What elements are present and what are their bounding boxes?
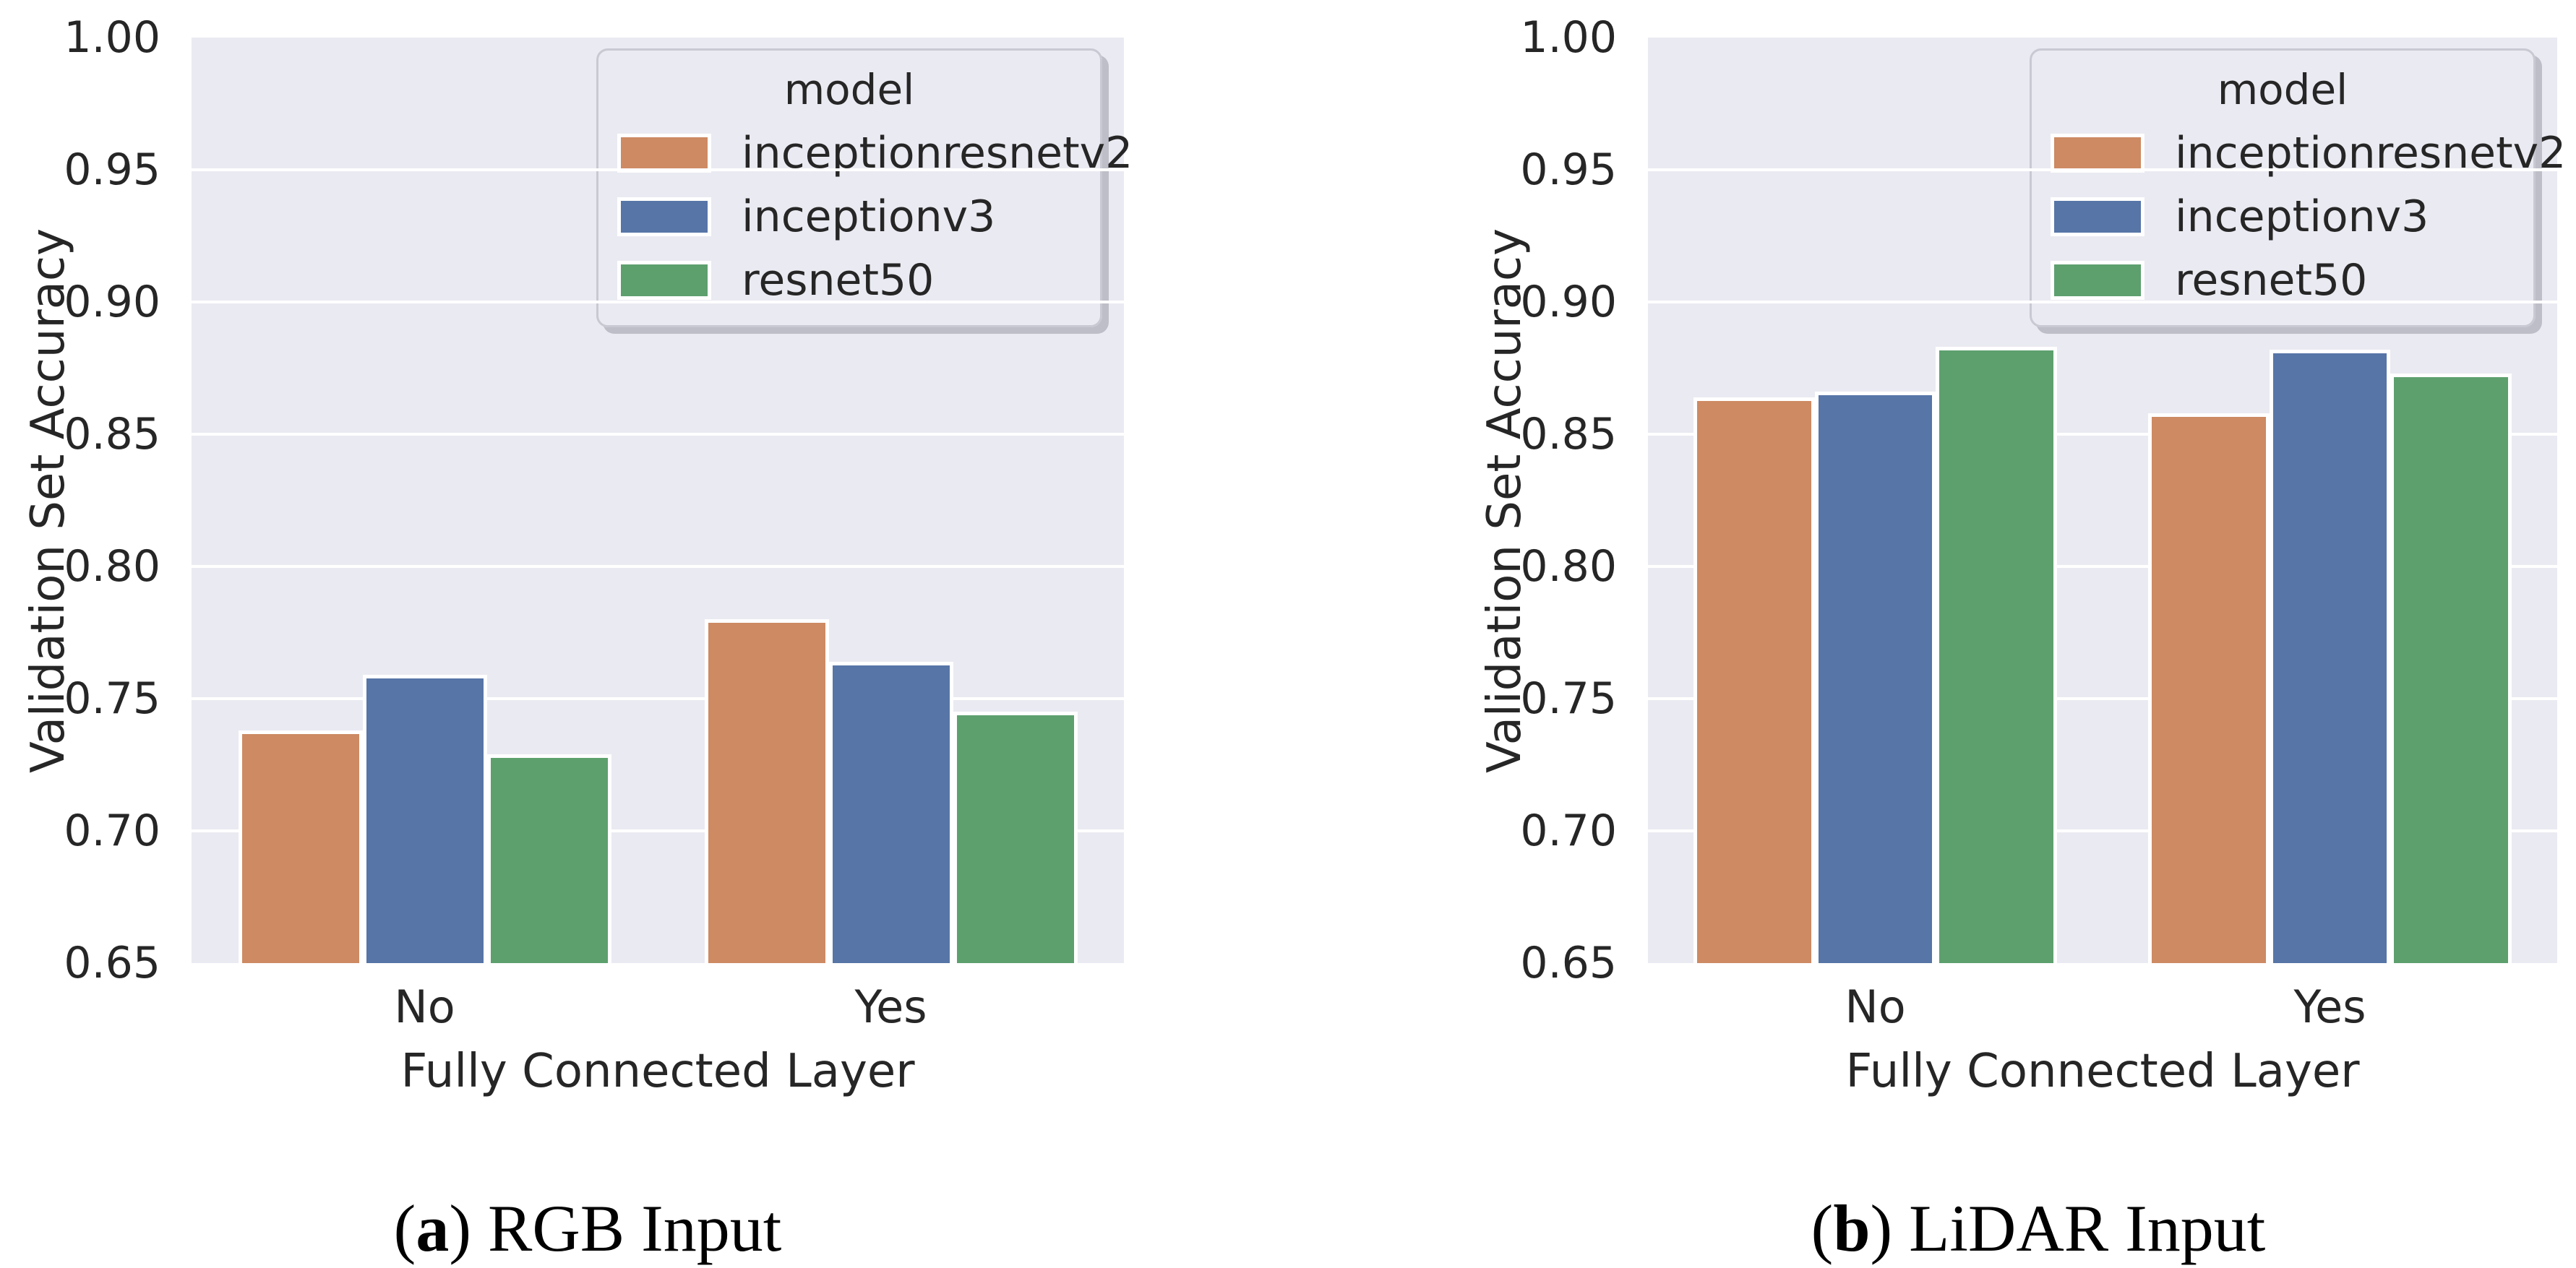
legend-model: model inceptionresnetv2 inceptionv3 resnet… — [2030, 48, 2566, 327]
legend-entries: inceptionresnetv2 inceptionv3 resnet50 — [2032, 121, 2566, 312]
gridline-y-0.85 — [1648, 433, 2557, 436]
y-tick-label-0.80: 0.80 — [1520, 541, 1617, 592]
legend-label-inceptionv3: inceptionv3 — [742, 191, 996, 242]
legend-entries: inceptionresnetv2 inceptionv3 resnet50 — [598, 121, 1133, 312]
bar-resnet50-no — [486, 754, 611, 963]
legend-entry-inceptionresnetv2: inceptionresnetv2 — [598, 121, 1133, 185]
gridline-y-0.70 — [1648, 829, 2557, 832]
legend-title: model — [2217, 65, 2348, 114]
y-tick-label-0.90: 0.90 — [64, 277, 160, 327]
y-tick-label-0.75: 0.75 — [1520, 673, 1617, 724]
legend-swatch-inceptionv3 — [617, 197, 711, 236]
x-axis-label: Fully Connected Layer — [400, 1045, 915, 1098]
legend-swatch-resnet50 — [617, 261, 711, 300]
y-tick-label-0.65: 0.65 — [1520, 938, 1617, 988]
gridline-y-0.95 — [192, 168, 1124, 171]
bar-chart-rgb-plot-area: Validation Set Accuracy Fully Connected … — [22, 16, 1133, 1095]
x-tick-label-yes: Yes — [854, 980, 927, 1033]
y-tick-label-0.85: 0.85 — [64, 409, 160, 460]
bar-resnet50-no — [1936, 347, 2058, 963]
legend-label-inceptionresnetv2: inceptionresnetv2 — [2175, 128, 2567, 178]
caption-paren-open: ( — [1811, 1191, 1834, 1265]
bar-inceptionresnetv2-yes — [704, 619, 829, 963]
legend-title: model — [783, 65, 915, 114]
legend-swatch-resnet50 — [2051, 261, 2144, 300]
bar-inceptionv3-yes — [2269, 349, 2391, 963]
caption-letter: a — [416, 1191, 450, 1265]
gridline-y-0.90 — [192, 301, 1124, 303]
x-tick-label-no: No — [1845, 980, 1906, 1033]
bar-inceptionresnetv2-yes — [2147, 413, 2270, 963]
legend-entry-inceptionv3: inceptionv3 — [2032, 185, 2533, 249]
gridline-y-0.80 — [1648, 565, 2557, 568]
legend-entry-inceptionresnetv2: inceptionresnetv2 — [2032, 121, 2566, 185]
gridline-y-0.95 — [1648, 168, 2557, 171]
y-tick-label-0.80: 0.80 — [64, 541, 160, 592]
caption-paren-close: ) — [449, 1191, 471, 1265]
legend-swatch-inceptionv3 — [2051, 197, 2144, 236]
legend-label-resnet50: resnet50 — [742, 255, 935, 306]
gridline-y-0.75 — [192, 697, 1124, 700]
caption-paren-close: ) — [1870, 1191, 1893, 1265]
legend-label-resnet50: resnet50 — [2175, 255, 2368, 306]
legend-label-inceptionv3: inceptionv3 — [2175, 191, 2429, 242]
gridline-y-0.85 — [192, 433, 1124, 436]
bar-chart-lidar-plot-area: Validation Set Accuracy Fully Connected … — [1478, 16, 2566, 1095]
y-tick-label-0.70: 0.70 — [64, 806, 160, 856]
y-tick-label-0.95: 0.95 — [1520, 145, 1617, 195]
y-tick-label-1.00: 1.00 — [64, 12, 160, 63]
legend-entry-resnet50: resnet50 — [598, 249, 1100, 312]
caption-letter: b — [1833, 1191, 1871, 1265]
bar-inceptionv3-no — [1814, 392, 1936, 963]
x-tick-label-no: No — [394, 980, 455, 1033]
bar-inceptionv3-yes — [828, 661, 953, 963]
y-tick-label-0.85: 0.85 — [1520, 409, 1617, 460]
gridline-y-0.75 — [1648, 697, 2557, 700]
subfigure-caption-a: (a) RGB Input — [394, 1189, 782, 1268]
legend-entry-resnet50: resnet50 — [2032, 249, 2533, 312]
y-tick-label-1.00: 1.00 — [1520, 12, 1617, 63]
caption-paren-open: ( — [393, 1191, 416, 1265]
caption-text: RGB Input — [471, 1191, 782, 1265]
caption-text: LiDAR Input — [1892, 1191, 2266, 1265]
bar-inceptionresnetv2-no — [1693, 397, 1815, 963]
y-tick-label-0.70: 0.70 — [1520, 806, 1617, 856]
legend-model: model inceptionresnetv2 inceptionv3 resnet… — [596, 48, 1133, 327]
subfigure-caption-b: (b) LiDAR Input — [1811, 1189, 2266, 1268]
legend-label-inceptionresnetv2: inceptionresnetv2 — [742, 128, 1133, 178]
legend-swatch-inceptionresnetv2 — [2051, 134, 2144, 173]
legend-entry-inceptionv3: inceptionv3 — [598, 185, 1100, 249]
bar-inceptionresnetv2-no — [238, 730, 363, 963]
x-tick-label-yes: Yes — [2293, 980, 2366, 1033]
y-tick-label-0.90: 0.90 — [1520, 277, 1617, 327]
y-tick-label-0.65: 0.65 — [64, 938, 160, 988]
gridline-y-0.80 — [192, 565, 1124, 568]
y-tick-label-0.75: 0.75 — [64, 673, 160, 724]
legend-swatch-inceptionresnetv2 — [617, 134, 711, 173]
gridline-y-0.90 — [1648, 301, 2557, 303]
bar-resnet50-yes — [953, 712, 1078, 963]
bar-inceptionv3-no — [362, 675, 487, 963]
bar-resnet50-yes — [2390, 373, 2512, 963]
x-axis-label: Fully Connected Layer — [1845, 1045, 2360, 1098]
gridline-y-0.70 — [192, 829, 1124, 832]
y-tick-label-0.95: 0.95 — [64, 145, 160, 195]
